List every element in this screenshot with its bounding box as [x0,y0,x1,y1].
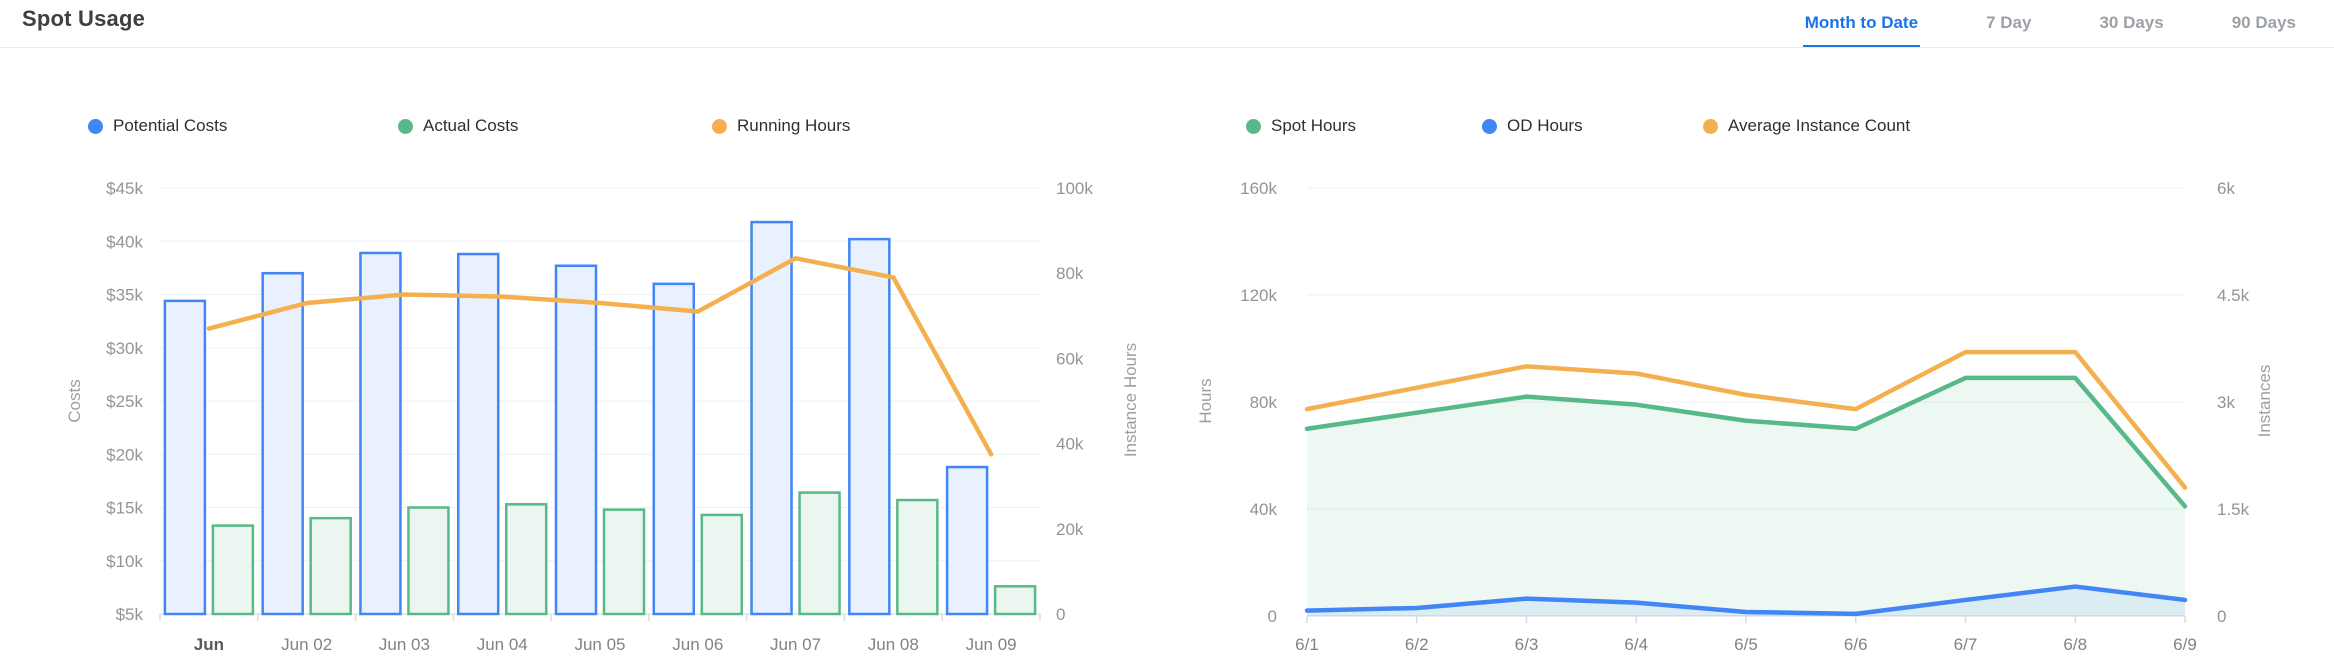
legend-item-average-instance-count[interactable]: Average Instance Count [1703,113,1910,139]
svg-text:6/8: 6/8 [2063,635,2087,654]
svg-text:$35k: $35k [106,286,143,305]
svg-text:Instances: Instances [2255,365,2274,438]
svg-text:Hours: Hours [1196,378,1215,423]
svg-text:$30k: $30k [106,339,143,358]
tab-30-days[interactable]: 30 Days [2099,12,2164,32]
svg-text:0: 0 [1056,605,1065,624]
potential-costs-legend-dot [88,118,103,134]
svg-text:Jun 08: Jun 08 [868,635,919,654]
svg-text:80k: 80k [1056,264,1084,283]
svg-text:Jun: Jun [194,635,224,654]
svg-text:Jun 04: Jun 04 [477,635,528,654]
legend-item-actual-costs[interactable]: Actual Costs [398,113,518,139]
svg-text:40k: 40k [1056,435,1084,454]
legend-label: Potential Costs [113,116,228,135]
svg-text:Jun 02: Jun 02 [281,635,332,654]
spot-hours-legend-dot [1246,118,1261,134]
svg-text:Costs: Costs [65,379,84,422]
svg-text:Jun 09: Jun 09 [966,635,1017,654]
legend-label: Average Instance Count [1728,116,1911,135]
tab-7-day[interactable]: 7 Day [1986,12,2032,32]
svg-text:3k: 3k [2217,393,2235,412]
svg-text:6/4: 6/4 [1624,635,1648,654]
legend-item-od-hours[interactable]: OD Hours [1482,113,1583,139]
svg-text:60k: 60k [1056,349,1084,368]
time-range-tabs: Month to Date 7 Day 30 Days 90 Days [1802,0,2298,48]
svg-text:$45k: $45k [106,179,143,198]
svg-text:6/2: 6/2 [1405,635,1429,654]
svg-text:6/7: 6/7 [1954,635,1978,654]
header-divider [0,47,2334,48]
svg-text:0: 0 [1268,607,1277,626]
svg-text:Jun 07: Jun 07 [770,635,821,654]
legend-item-spot-hours[interactable]: Spot Hours [1246,113,1356,139]
svg-text:4.5k: 4.5k [2217,286,2250,305]
svg-text:100k: 100k [1056,179,1093,198]
svg-text:$15k: $15k [106,499,143,518]
svg-text:6/9: 6/9 [2173,635,2197,654]
legend-label: OD Hours [1507,116,1583,135]
svg-text:6k: 6k [2217,179,2235,198]
running-hours-legend-dot [712,118,727,134]
od-hours-legend-dot [1482,118,1497,134]
svg-text:$5k: $5k [116,605,144,624]
svg-text:6/3: 6/3 [1515,635,1539,654]
actual-costs-legend-dot [398,118,413,134]
svg-text:40k: 40k [1250,500,1278,519]
svg-text:120k: 120k [1240,286,1277,305]
svg-text:$10k: $10k [106,552,143,571]
svg-text:20k: 20k [1056,520,1084,539]
tab-month-to-date[interactable]: Month to Date [1802,0,1921,48]
svg-text:1.5k: 1.5k [2217,500,2250,519]
tab-90-days[interactable]: 90 Days [2231,12,2296,32]
svg-text:6/1: 6/1 [1295,635,1319,654]
legend-label: Running Hours [737,116,851,135]
svg-text:80k: 80k [1250,393,1278,412]
svg-text:0: 0 [2217,607,2226,626]
svg-text:Jun 06: Jun 06 [672,635,723,654]
svg-text:Jun 05: Jun 05 [574,635,625,654]
svg-text:6/6: 6/6 [1844,635,1868,654]
svg-text:160k: 160k [1240,179,1277,198]
legend-label: Spot Hours [1271,116,1357,135]
legend-item-running-hours[interactable]: Running Hours [712,113,850,139]
svg-text:$20k: $20k [106,445,143,464]
svg-text:$40k: $40k [106,232,143,251]
svg-text:Jun 03: Jun 03 [379,635,430,654]
average-instance-count-legend-dot [1703,118,1718,134]
svg-text:Instance Hours: Instance Hours [1121,343,1140,457]
page-title: Spot Usage [22,6,146,31]
legend-label: Actual Costs [423,116,519,135]
svg-text:$25k: $25k [106,392,143,411]
legend-item-potential-costs[interactable]: Potential Costs [88,113,227,139]
svg-text:6/5: 6/5 [1734,635,1758,654]
